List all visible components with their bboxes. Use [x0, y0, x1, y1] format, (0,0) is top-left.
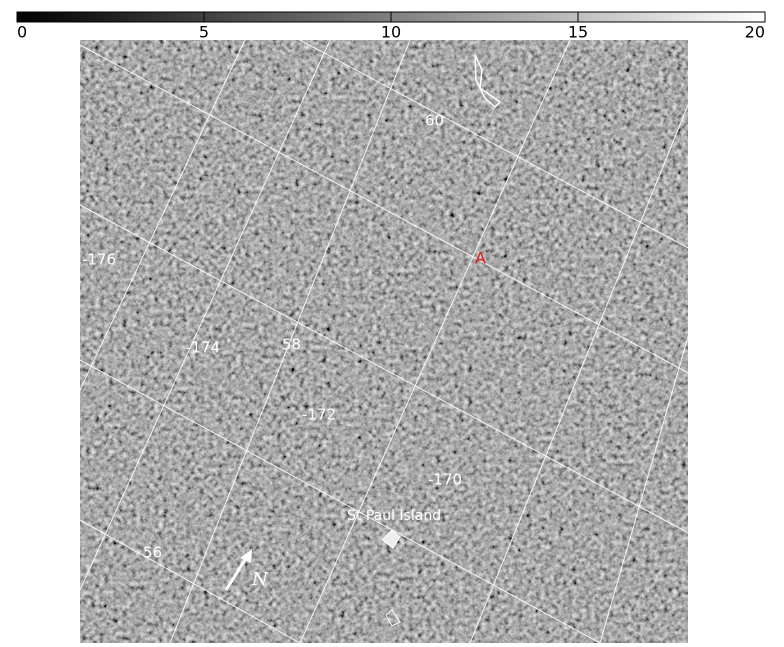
grid-label: -174: [186, 339, 220, 357]
grid-label: -172: [302, 406, 336, 424]
colorbar-tick-label: 5: [199, 23, 209, 42]
grid-label: -176: [82, 251, 116, 269]
colorbar-tick-label: 10: [381, 23, 401, 42]
colorbar-tick-label: 20: [745, 23, 765, 42]
colorbar-tick-label: 0: [17, 23, 27, 42]
north-label: N: [251, 569, 269, 590]
colorbar-tick-label: 15: [568, 23, 588, 42]
point-label: A: [475, 249, 486, 268]
page: 0 5 10 15 20 60 -176 -174 58 -172 -170 5: [0, 0, 784, 643]
sar-image: [80, 40, 720, 643]
grid-label: 60: [425, 112, 444, 130]
image-texture: [80, 40, 688, 643]
grid-label: 58: [282, 336, 301, 354]
grid-label: 56: [143, 544, 162, 562]
place-label: St Paul Island: [347, 508, 441, 524]
colorbar: 0 5 10 15 20: [17, 12, 765, 42]
grid-label: -170: [428, 471, 462, 489]
